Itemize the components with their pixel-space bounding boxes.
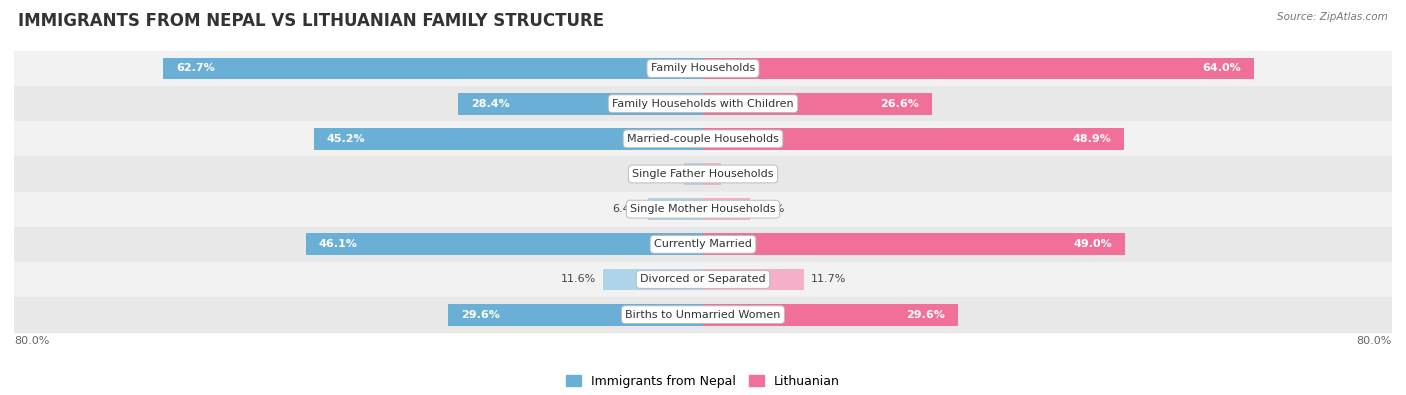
Text: Single Father Households: Single Father Households [633,169,773,179]
Text: 80.0%: 80.0% [1357,336,1392,346]
Bar [703,163,721,185]
Text: 62.7%: 62.7% [176,64,215,73]
Bar [14,262,1392,297]
Bar [703,58,1254,79]
Text: 46.1%: 46.1% [319,239,357,249]
Bar [685,163,703,185]
Text: Divorced or Separated: Divorced or Separated [640,275,766,284]
Bar [703,128,1125,150]
Bar [703,269,804,290]
Bar [163,58,703,79]
Bar [14,297,1392,332]
Text: Family Households: Family Households [651,64,755,73]
Text: 29.6%: 29.6% [461,310,501,320]
Text: 29.6%: 29.6% [905,310,945,320]
Text: 11.6%: 11.6% [561,275,596,284]
Bar [449,304,703,325]
Text: 48.9%: 48.9% [1073,134,1111,144]
Text: Married-couple Households: Married-couple Households [627,134,779,144]
Bar [307,233,703,255]
Text: 49.0%: 49.0% [1073,239,1112,249]
Text: 28.4%: 28.4% [471,99,510,109]
Bar [14,86,1392,121]
Bar [603,269,703,290]
Bar [14,51,1392,86]
Text: 26.6%: 26.6% [880,99,920,109]
Bar [648,198,703,220]
Text: 2.2%: 2.2% [648,169,678,179]
Bar [703,93,932,115]
Bar [14,121,1392,156]
Text: 80.0%: 80.0% [14,336,49,346]
Bar [14,156,1392,192]
Bar [314,128,703,150]
Bar [14,192,1392,227]
Text: Births to Unmarried Women: Births to Unmarried Women [626,310,780,320]
Bar [703,304,957,325]
Text: IMMIGRANTS FROM NEPAL VS LITHUANIAN FAMILY STRUCTURE: IMMIGRANTS FROM NEPAL VS LITHUANIAN FAMI… [18,12,605,30]
Text: Single Mother Households: Single Mother Households [630,204,776,214]
Text: 45.2%: 45.2% [326,134,366,144]
Text: Source: ZipAtlas.com: Source: ZipAtlas.com [1277,12,1388,22]
Text: 11.7%: 11.7% [811,275,846,284]
Bar [703,198,749,220]
Legend: Immigrants from Nepal, Lithuanian: Immigrants from Nepal, Lithuanian [561,370,845,393]
Text: Currently Married: Currently Married [654,239,752,249]
Text: 2.1%: 2.1% [728,169,756,179]
Bar [703,233,1125,255]
Text: Family Households with Children: Family Households with Children [612,99,794,109]
Bar [458,93,703,115]
Bar [14,227,1392,262]
Text: 6.4%: 6.4% [613,204,641,214]
Text: 5.4%: 5.4% [756,204,785,214]
Text: 64.0%: 64.0% [1202,64,1241,73]
